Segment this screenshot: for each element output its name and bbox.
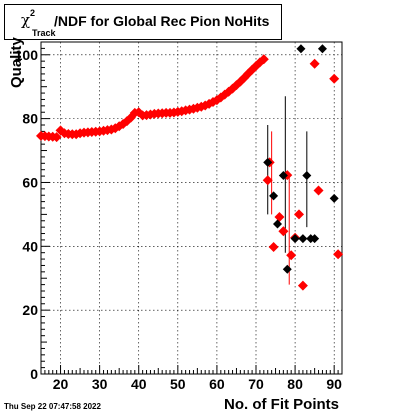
- x-tick-label: 50: [170, 376, 186, 392]
- black-point: [282, 264, 292, 274]
- black-point: [310, 234, 320, 244]
- x-tick-label: 70: [248, 376, 264, 392]
- x-tick-label: 60: [209, 376, 225, 392]
- tick-labels: 20 30 40 50 60 70 80 90 0 20 40 60 80 100: [15, 47, 343, 392]
- y-tick-label: 100: [15, 47, 39, 63]
- red-point: [51, 132, 62, 143]
- red-point: [286, 250, 297, 261]
- black-point: [273, 219, 282, 229]
- title-text: /NDF for Global Rec Pion NoHits: [54, 13, 270, 29]
- y-tick-label: 20: [22, 302, 38, 318]
- timestamp: Thu Sep 22 07:47:58 2022: [4, 402, 101, 411]
- black-point: [317, 44, 327, 54]
- red-point: [258, 54, 269, 65]
- y-tick-label: 40: [22, 238, 38, 254]
- x-tick-label: 20: [53, 376, 69, 392]
- red-point: [268, 241, 279, 252]
- red-point: [274, 211, 285, 222]
- title-subscript: Track: [32, 28, 56, 38]
- axis-ticks: [41, 41, 339, 375]
- red-point: [313, 185, 324, 196]
- red-point: [106, 124, 117, 135]
- red-point: [333, 249, 344, 260]
- black-point: [263, 157, 273, 167]
- title-box: χ 2 Track /NDF for Global Rec Pion NoHit…: [4, 4, 282, 40]
- black-point: [290, 234, 300, 244]
- chart-title: χ 2 Track /NDF for Global Rec Pion NoHit…: [21, 8, 269, 38]
- red-point: [262, 175, 273, 186]
- x-axis-label: No. of Fit Points: [224, 396, 339, 413]
- black-point: [269, 191, 279, 201]
- title-superscript: 2: [30, 8, 36, 18]
- red-point: [278, 226, 289, 237]
- x-tick-label: 80: [287, 376, 303, 392]
- title-chi: χ: [21, 11, 31, 29]
- y-tick-label: 80: [22, 111, 38, 127]
- grid-lines: [41, 42, 342, 374]
- black-point: [296, 44, 306, 54]
- x-tick-label: 90: [326, 376, 342, 392]
- red-point: [309, 58, 320, 69]
- x-tick-label: 40: [131, 376, 147, 392]
- black-point: [329, 193, 339, 203]
- black-point: [298, 234, 308, 244]
- plot-frame: [40, 41, 343, 375]
- red-point: [294, 209, 304, 220]
- y-axis-label: Quality: [8, 37, 25, 88]
- black-point: [278, 170, 288, 180]
- red-point: [329, 73, 340, 84]
- x-tick-label: 30: [92, 376, 108, 392]
- black-point: [302, 170, 312, 180]
- y-tick-label: 0: [30, 366, 38, 382]
- y-tick-label: 60: [22, 174, 38, 190]
- data-points: [36, 44, 344, 291]
- red-point: [297, 280, 308, 291]
